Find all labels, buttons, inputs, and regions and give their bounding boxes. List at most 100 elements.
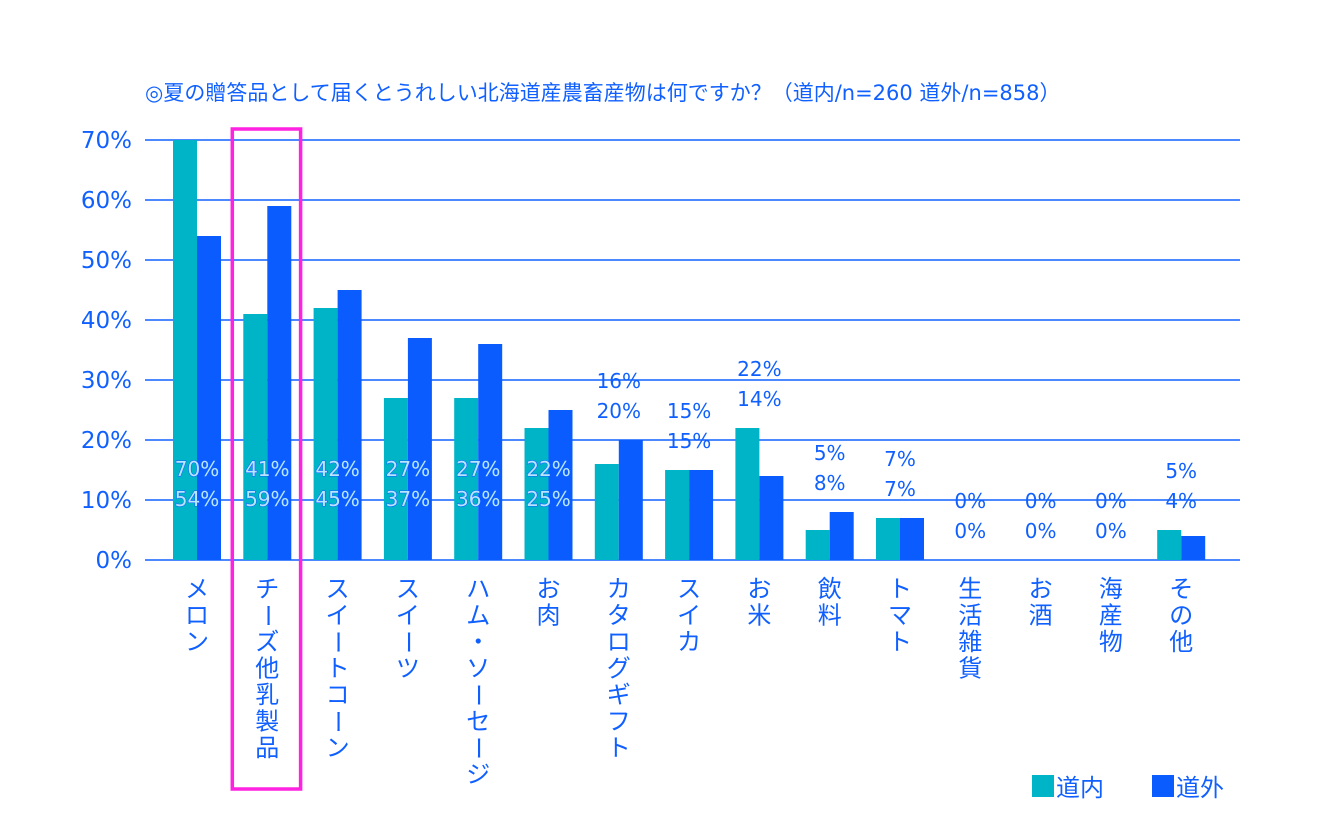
- category-label: ロ: [607, 628, 631, 656]
- bar-dounai: [876, 518, 900, 560]
- data-label: 37%: [386, 487, 430, 511]
- category-label: フ: [607, 708, 631, 736]
- data-label: 16%: [597, 369, 641, 393]
- data-label: 5%: [1165, 459, 1197, 483]
- category-label: イ: [677, 602, 701, 630]
- category-label: お: [747, 575, 771, 603]
- bar-dougai: [548, 410, 573, 560]
- category-label: 他: [1169, 628, 1193, 656]
- data-label: 42%: [315, 457, 359, 481]
- category-label: コ: [326, 681, 350, 709]
- bar-dougai: [829, 512, 854, 560]
- category-label: 飲: [818, 575, 842, 603]
- legend-swatch: [1152, 775, 1174, 797]
- category-label: メ: [185, 575, 209, 603]
- data-label: 0%: [954, 519, 986, 543]
- y-tick-label: 30%: [81, 368, 132, 394]
- bar-dounai: [524, 428, 549, 560]
- category-label: ス: [326, 575, 350, 603]
- category-label: ギ: [607, 681, 631, 709]
- category-label: 雑: [958, 628, 982, 656]
- data-label: 0%: [1025, 519, 1057, 543]
- bar-dounai: [805, 530, 830, 560]
- data-label: 15%: [667, 399, 711, 423]
- bar-dounai: [313, 308, 338, 560]
- data-label: 20%: [597, 399, 641, 423]
- data-label: 27%: [386, 457, 430, 481]
- category-label: カ: [607, 575, 631, 603]
- category-label: 品: [255, 734, 279, 762]
- y-tick-label: 20%: [81, 428, 132, 454]
- data-label: 0%: [954, 489, 986, 513]
- category-label: 他: [255, 655, 279, 683]
- category-label: タ: [607, 602, 631, 630]
- data-label: 36%: [456, 487, 500, 511]
- category-label: ロ: [185, 602, 209, 630]
- bar-dounai: [454, 398, 479, 560]
- bar-dounai: [243, 314, 268, 560]
- data-label: 27%: [456, 457, 500, 481]
- bar-dougai: [759, 476, 784, 560]
- data-label: 8%: [814, 471, 846, 495]
- category-label: セ: [466, 708, 490, 736]
- category-label: ー: [324, 710, 352, 734]
- category-label: 肉: [537, 602, 561, 630]
- category-label: 活: [958, 602, 982, 630]
- category-label: お: [1029, 575, 1053, 603]
- category-label: 乳: [255, 681, 279, 709]
- category-label: そ: [1169, 575, 1193, 603]
- category-label: 料: [818, 602, 842, 630]
- category-label: ・: [466, 628, 490, 656]
- category-label: ン: [185, 628, 209, 656]
- category-label: イ: [326, 602, 350, 630]
- bar-dougai: [478, 344, 503, 560]
- y-tick-label: 60%: [81, 188, 132, 214]
- bar-dounai: [594, 464, 619, 560]
- data-label: 7%: [884, 447, 916, 471]
- y-tick-label: 40%: [81, 308, 132, 334]
- category-label: マ: [888, 602, 912, 630]
- bar-dougai: [267, 206, 292, 560]
- data-label: 45%: [315, 487, 359, 511]
- data-label: 22%: [526, 457, 570, 481]
- data-label: 14%: [737, 387, 781, 411]
- category-label: の: [1169, 602, 1193, 630]
- category-label: ー: [394, 630, 422, 654]
- category-label: 酒: [1029, 602, 1053, 630]
- data-label: 41%: [245, 457, 289, 481]
- category-label: ー: [464, 683, 492, 707]
- category-label: ジ: [466, 761, 490, 789]
- data-labels: 70% 54% 41% 59% 42% 45% 27% 37% 27% 36% 22% 25% 16% 2…: [174, 357, 1197, 543]
- chart-title: ◎夏の贈答品として届くとうれしい北海道産農畜産物は何ですか？（道内/n=260 …: [145, 81, 1061, 105]
- bar-dounai: [173, 140, 197, 560]
- bar-dougai: [900, 518, 924, 560]
- category-label: 産: [1099, 602, 1123, 630]
- legend: 道内 道外: [1032, 774, 1224, 802]
- data-label: 0%: [1095, 489, 1127, 513]
- bar-dougai: [407, 338, 432, 560]
- category-label: ハ: [466, 575, 490, 603]
- category-label: お: [537, 575, 561, 603]
- legend-swatch: [1032, 775, 1054, 797]
- y-tick-label: 10%: [81, 488, 132, 514]
- category-label: ム: [466, 602, 490, 630]
- y-tick-label: 50%: [81, 248, 132, 274]
- category-label: ン: [326, 734, 350, 762]
- category-label: イ: [396, 602, 420, 630]
- legend-label: 道内: [1056, 774, 1104, 802]
- data-label: 15%: [667, 429, 711, 453]
- category-label: ツ: [396, 655, 420, 683]
- bar-dounai: [735, 428, 760, 560]
- category-label: ト: [888, 575, 912, 603]
- category-label: チ: [255, 575, 279, 603]
- category-label: ー: [253, 604, 281, 628]
- category-label: 製: [255, 708, 279, 736]
- bar-dougai: [618, 440, 643, 560]
- data-label: 0%: [1025, 489, 1057, 513]
- category-label: ス: [396, 575, 420, 603]
- category-label: ソ: [466, 655, 490, 683]
- data-label: 25%: [526, 487, 570, 511]
- data-label: 4%: [1165, 489, 1197, 513]
- data-label: 0%: [1095, 519, 1127, 543]
